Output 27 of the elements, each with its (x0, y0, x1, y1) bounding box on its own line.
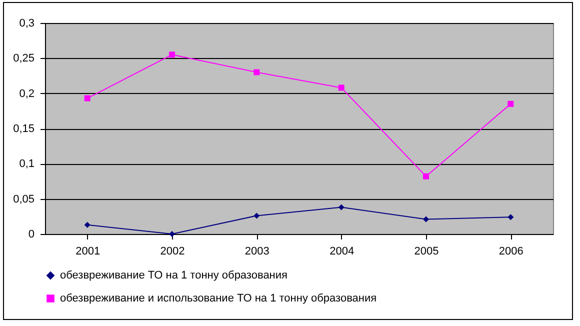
x-tick-label: 2002 (160, 246, 185, 258)
x-tick-label: 2001 (76, 246, 100, 258)
point (254, 212, 260, 219)
point (84, 222, 90, 228)
x-tick-label: 2003 (244, 246, 270, 258)
y-tick-label: 0,15 (13, 123, 34, 135)
point (338, 84, 344, 91)
point (508, 100, 514, 107)
x-tick-label: 2006 (498, 246, 524, 258)
point (169, 231, 175, 237)
point (254, 69, 260, 76)
y-tick-label: 0,2 (19, 88, 34, 100)
point (423, 216, 429, 222)
y-tick-label: 0,05 (13, 193, 34, 206)
y-tick-label: 0 (28, 228, 34, 240)
point (169, 52, 175, 58)
x-tick-label: 2004 (330, 246, 354, 258)
point (84, 95, 90, 102)
y-tick-label: 0,25 (13, 52, 34, 65)
point (508, 214, 514, 220)
point (423, 173, 429, 180)
legend-label: обезвреживание ТО на 1 тонну образования (60, 270, 288, 282)
y-tick-label: 0,1 (19, 158, 34, 170)
legend-label: обезвреживание и использование ТО на 1 тонну образования (60, 292, 377, 304)
y-tick-label: 0,3 (19, 18, 34, 30)
x-tick-label: 2005 (414, 246, 439, 258)
point (338, 204, 344, 210)
